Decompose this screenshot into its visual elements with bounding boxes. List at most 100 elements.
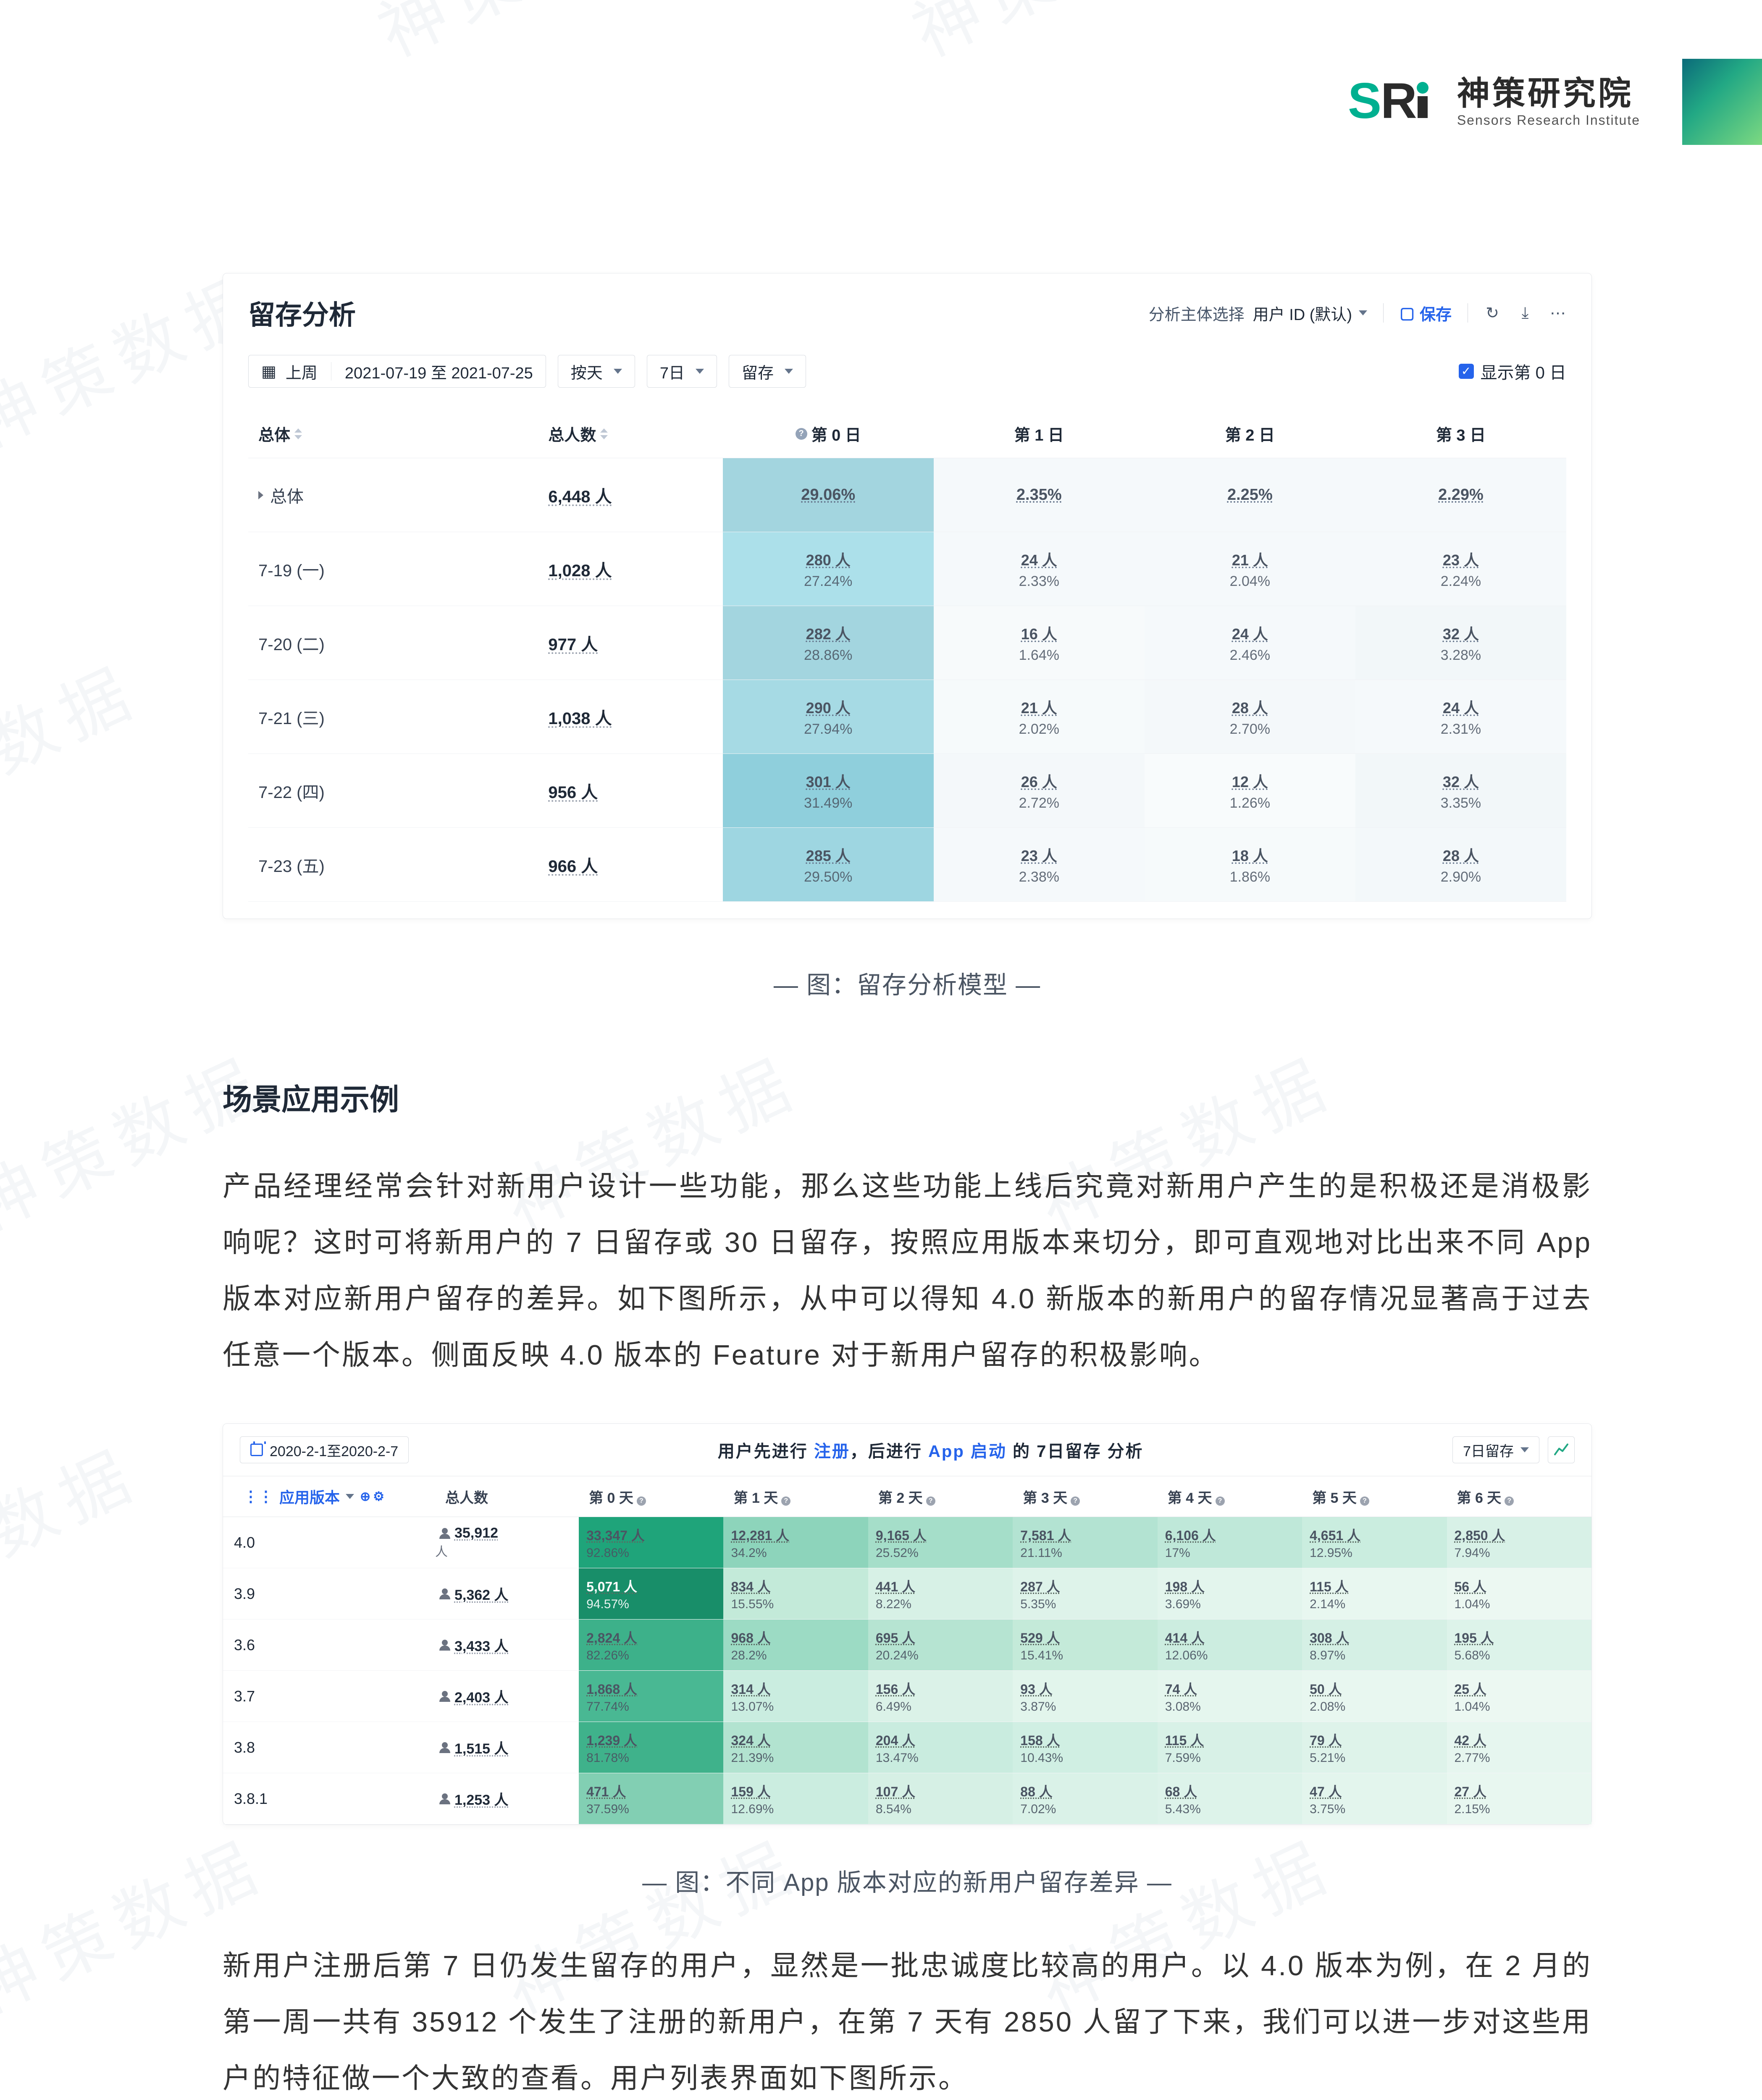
- version-th[interactable]: 总人数: [435, 1476, 579, 1517]
- subject-select[interactable]: 分析主体选择 用户 ID (默认): [1149, 302, 1367, 325]
- heatmap-cell[interactable]: 25 人1.04%: [1447, 1671, 1592, 1722]
- heatmap-cell[interactable]: 195 人5.68%: [1447, 1620, 1592, 1671]
- row-total[interactable]: 966 人: [538, 857, 598, 876]
- groupby-select[interactable]: ⋮⋮ 应用版本 ⊕⚙: [233, 1486, 384, 1507]
- retention-th[interactable]: 第 2 日: [1145, 410, 1355, 458]
- version-th[interactable]: 第 3 天?: [1013, 1476, 1157, 1517]
- heatmap-cell[interactable]: 198 人3.69%: [1158, 1568, 1302, 1620]
- heatmap-cell[interactable]: 159 人12.69%: [723, 1773, 868, 1824]
- heatmap-cell[interactable]: 79 人5.21%: [1302, 1722, 1447, 1773]
- more-icon[interactable]: ⋯: [1549, 304, 1566, 321]
- heatmap-cell[interactable]: 93 人3.87%: [1013, 1671, 1157, 1722]
- heatmap-cell[interactable]: 9,165 人25.52%: [868, 1517, 1013, 1568]
- row-total[interactable]: 1,253 人: [435, 1788, 509, 1809]
- heatmap-cell[interactable]: 16 人1.64%: [934, 606, 1145, 680]
- heatmap-cell[interactable]: 414 人12.06%: [1158, 1620, 1302, 1671]
- heatmap-cell[interactable]: 68 人5.43%: [1158, 1773, 1302, 1824]
- heatmap-cell[interactable]: 74 人3.08%: [1158, 1671, 1302, 1722]
- download-icon[interactable]: ⤓: [1517, 304, 1534, 321]
- chart-view-button[interactable]: [1548, 1436, 1575, 1463]
- heatmap-cell[interactable]: 47 人3.75%: [1302, 1773, 1447, 1824]
- heatmap-cell[interactable]: 32 人3.35%: [1355, 754, 1566, 828]
- date-range-picker[interactable]: 2020-2-1至2020-2-7: [240, 1436, 409, 1463]
- heatmap-cell[interactable]: 314 人13.07%: [723, 1671, 868, 1722]
- retention-th[interactable]: 第 1 日: [934, 410, 1145, 458]
- heatmap-cell[interactable]: 529 人15.41%: [1013, 1620, 1157, 1671]
- version-th[interactable]: 第 2 天?: [868, 1476, 1013, 1517]
- refresh-icon[interactable]: ↻: [1484, 304, 1501, 321]
- row-total[interactable]: 5,362 人: [435, 1583, 509, 1604]
- heatmap-cell[interactable]: 33,347 人92.86%: [579, 1517, 723, 1568]
- heatmap-cell[interactable]: 12,281 人34.2%: [723, 1517, 868, 1568]
- save-button[interactable]: ▢ 保存: [1400, 302, 1452, 325]
- heatmap-cell[interactable]: 290 人27.94%: [723, 680, 934, 754]
- version-th[interactable]: 第 5 天?: [1302, 1476, 1447, 1517]
- row-total[interactable]: 1,038 人: [538, 709, 612, 728]
- heatmap-cell[interactable]: 42 人2.77%: [1447, 1722, 1592, 1773]
- heatmap-cell[interactable]: 88 人7.02%: [1013, 1773, 1157, 1824]
- retention-th[interactable]: ? 第 0 日: [723, 410, 934, 458]
- heatmap-cell[interactable]: 24 人2.31%: [1355, 680, 1566, 754]
- date-range-picker[interactable]: ▦ 上周 2021-07-19 至 2021-07-25: [248, 355, 546, 388]
- row-total[interactable]: 977 人: [538, 635, 598, 654]
- window-select[interactable]: 7日: [647, 355, 717, 388]
- heatmap-cell[interactable]: 6,106 人17%: [1158, 1517, 1302, 1568]
- row-total[interactable]: 35,912: [435, 1525, 498, 1541]
- heatmap-cell[interactable]: 1,868 人77.74%: [579, 1671, 723, 1722]
- row-total[interactable]: 2,403 人: [435, 1686, 509, 1706]
- heatmap-cell[interactable]: 158 人10.43%: [1013, 1722, 1157, 1773]
- heatmap-cell[interactable]: 471 人37.59%: [579, 1773, 723, 1824]
- heatmap-cell[interactable]: 441 人8.22%: [868, 1568, 1013, 1620]
- heatmap-cell[interactable]: 301 人31.49%: [723, 754, 934, 828]
- heatmap-cell[interactable]: 5,071 人94.57%: [579, 1568, 723, 1620]
- heatmap-cell[interactable]: 107 人8.54%: [868, 1773, 1013, 1824]
- heatmap-cell[interactable]: 324 人21.39%: [723, 1722, 868, 1773]
- heatmap-cell[interactable]: 23 人2.24%: [1355, 532, 1566, 606]
- heatmap-cell[interactable]: 21 人2.04%: [1145, 532, 1355, 606]
- version-th[interactable]: 第 4 天?: [1158, 1476, 1302, 1517]
- show-day0-checkbox[interactable]: ✓ 显示第 0 日: [1459, 359, 1566, 383]
- heatmap-cell[interactable]: 26 人2.72%: [934, 754, 1145, 828]
- heatmap-cell[interactable]: 27 人2.15%: [1447, 1773, 1592, 1824]
- row-total[interactable]: 3,433 人: [435, 1635, 509, 1655]
- heatmap-cell[interactable]: 1,239 人81.78%: [579, 1722, 723, 1773]
- granularity-select[interactable]: 按天: [558, 355, 635, 388]
- caret-right-icon[interactable]: [258, 491, 263, 499]
- heatmap-cell[interactable]: 308 人8.97%: [1302, 1620, 1447, 1671]
- heatmap-cell[interactable]: 834 人15.55%: [723, 1568, 868, 1620]
- heatmap-cell[interactable]: 2,824 人82.26%: [579, 1620, 723, 1671]
- heatmap-cell[interactable]: 12 人1.26%: [1145, 754, 1355, 828]
- heatmap-cell[interactable]: 4,651 人12.95%: [1302, 1517, 1447, 1568]
- heatmap-cell[interactable]: 156 人6.49%: [868, 1671, 1013, 1722]
- heatmap-cell[interactable]: 280 人27.24%: [723, 532, 934, 606]
- heatmap-cell[interactable]: 115 人7.59%: [1158, 1722, 1302, 1773]
- heatmap-cell[interactable]: 21 人2.02%: [934, 680, 1145, 754]
- heatmap-cell[interactable]: 285 人29.50%: [723, 828, 934, 902]
- heatmap-cell[interactable]: 24 人2.33%: [934, 532, 1145, 606]
- window-dropdown[interactable]: 7日留存: [1452, 1436, 1539, 1463]
- version-th[interactable]: 第 0 天?: [579, 1476, 723, 1517]
- heatmap-cell[interactable]: 32 人3.28%: [1355, 606, 1566, 680]
- heatmap-cell[interactable]: 115 人2.14%: [1302, 1568, 1447, 1620]
- row-total[interactable]: 956 人: [538, 783, 598, 802]
- heatmap-cell[interactable]: 50 人2.08%: [1302, 1671, 1447, 1722]
- table-config-icons[interactable]: ⊕⚙: [360, 1489, 384, 1504]
- heatmap-cell[interactable]: 2.29%: [1355, 458, 1566, 532]
- heatmap-cell[interactable]: 28 人2.90%: [1355, 828, 1566, 902]
- type-select[interactable]: 留存: [729, 355, 806, 388]
- row-label[interactable]: 总体: [248, 483, 304, 507]
- heatmap-cell[interactable]: 695 人20.24%: [868, 1620, 1013, 1671]
- retention-th[interactable]: 总人数: [538, 410, 722, 458]
- row-total[interactable]: 1,028 人: [538, 562, 612, 580]
- heatmap-cell[interactable]: 23 人2.38%: [934, 828, 1145, 902]
- heatmap-cell[interactable]: 2.25%: [1145, 458, 1355, 532]
- heatmap-cell[interactable]: 968 人28.2%: [723, 1620, 868, 1671]
- heatmap-cell[interactable]: 7,581 人21.11%: [1013, 1517, 1157, 1568]
- retention-th[interactable]: 第 3 日: [1355, 410, 1566, 458]
- heatmap-cell[interactable]: 24 人2.46%: [1145, 606, 1355, 680]
- heatmap-cell[interactable]: 2,850 人7.94%: [1447, 1517, 1592, 1568]
- version-th[interactable]: 第 6 天?: [1447, 1476, 1592, 1517]
- heatmap-cell[interactable]: 29.06%: [723, 458, 934, 532]
- heatmap-cell[interactable]: 204 人13.47%: [868, 1722, 1013, 1773]
- heatmap-cell[interactable]: 282 人28.86%: [723, 606, 934, 680]
